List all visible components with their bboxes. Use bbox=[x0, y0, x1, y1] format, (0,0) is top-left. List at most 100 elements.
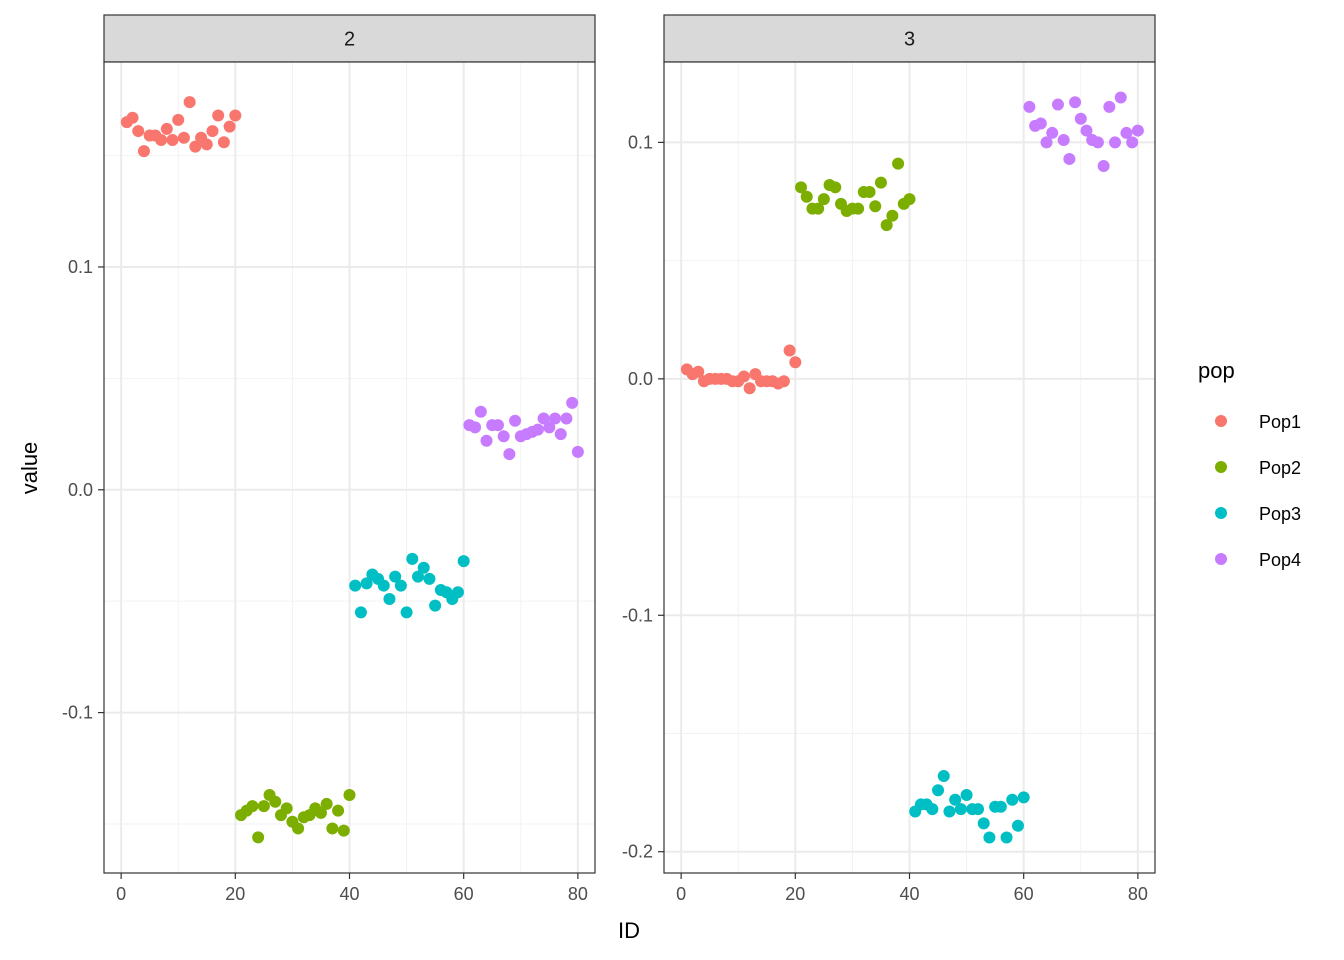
data-point bbox=[332, 804, 345, 817]
data-point bbox=[1006, 793, 1019, 806]
data-point bbox=[360, 577, 373, 590]
data-point bbox=[132, 125, 145, 138]
legend-entry-pop1: Pop1 bbox=[1215, 412, 1301, 432]
x-tick-label: 60 bbox=[1014, 884, 1034, 904]
data-point bbox=[474, 405, 487, 418]
data-point bbox=[189, 140, 202, 153]
data-point bbox=[314, 806, 327, 819]
data-point bbox=[869, 200, 882, 213]
x-tick-label: 40 bbox=[899, 884, 919, 904]
data-point bbox=[800, 190, 813, 203]
legend-label: Pop2 bbox=[1259, 458, 1301, 478]
data-point bbox=[852, 202, 865, 215]
y-tick-label: 0.0 bbox=[628, 369, 653, 389]
data-point bbox=[126, 111, 139, 124]
data-point bbox=[252, 831, 265, 844]
data-point bbox=[549, 412, 562, 425]
data-point bbox=[566, 396, 579, 409]
series-pop2 bbox=[795, 157, 916, 232]
data-point bbox=[1051, 98, 1064, 111]
data-point bbox=[423, 572, 436, 585]
data-point bbox=[343, 789, 356, 802]
x-tick-label: 0 bbox=[116, 884, 126, 904]
data-point bbox=[926, 803, 939, 816]
data-point bbox=[903, 193, 916, 206]
x-tick-label: 80 bbox=[1128, 884, 1148, 904]
data-point bbox=[537, 412, 550, 425]
data-point bbox=[160, 122, 173, 135]
y-axis-title: value bbox=[17, 442, 42, 495]
data-point bbox=[1011, 819, 1024, 832]
y-tick-label: -0.2 bbox=[622, 842, 653, 862]
data-point bbox=[880, 219, 893, 232]
data-point bbox=[400, 606, 413, 619]
data-point bbox=[886, 209, 899, 222]
data-point bbox=[172, 113, 185, 126]
data-point bbox=[491, 419, 504, 432]
data-point bbox=[737, 370, 750, 383]
data-point bbox=[1131, 124, 1144, 137]
data-point bbox=[229, 109, 242, 122]
data-point bbox=[166, 133, 179, 146]
data-point bbox=[783, 344, 796, 357]
facet-panel-3: 3 0 20 40 60 80 -0.2 -0.1 0.0 0.1 bbox=[622, 14, 1156, 904]
data-point bbox=[451, 586, 464, 599]
data-point bbox=[469, 421, 482, 434]
y-tick-label: 0.1 bbox=[628, 132, 653, 152]
data-point bbox=[212, 109, 225, 122]
data-point bbox=[155, 133, 168, 146]
data-point bbox=[292, 822, 305, 835]
y-tick-label: 0.1 bbox=[68, 257, 93, 277]
legend-key bbox=[1215, 507, 1227, 519]
legend: pop Pop1 Pop2 Pop3 Pop4 bbox=[1198, 358, 1301, 570]
data-point bbox=[543, 421, 556, 434]
data-point bbox=[777, 375, 790, 388]
y-tick-label: -0.1 bbox=[62, 703, 93, 723]
data-point bbox=[394, 579, 407, 592]
data-point bbox=[1120, 126, 1133, 139]
data-point bbox=[1034, 117, 1047, 130]
data-point bbox=[554, 428, 567, 441]
data-point bbox=[217, 136, 230, 149]
facet-strip-label: 3 bbox=[904, 29, 915, 51]
data-point bbox=[280, 802, 293, 815]
data-point bbox=[412, 570, 425, 583]
data-point bbox=[206, 125, 219, 138]
data-point bbox=[137, 145, 150, 158]
data-point bbox=[743, 382, 756, 395]
data-point bbox=[977, 817, 990, 830]
data-point bbox=[1000, 831, 1013, 844]
data-point bbox=[571, 445, 584, 458]
data-point bbox=[1109, 136, 1122, 149]
legend-key bbox=[1215, 415, 1227, 427]
data-point bbox=[1114, 91, 1127, 104]
data-point bbox=[383, 592, 396, 605]
data-point bbox=[949, 793, 962, 806]
data-point bbox=[406, 552, 419, 565]
series-pop1 bbox=[680, 344, 802, 395]
data-point bbox=[480, 434, 493, 447]
facet-panels: 20 20 40 60 80-0.10.00.130 20 40 60 80-0.2-0.10.… bbox=[62, 14, 1156, 904]
data-point bbox=[183, 96, 196, 109]
series-pop3 bbox=[349, 552, 470, 619]
data-point bbox=[389, 570, 402, 583]
facet-panel-2: 20 20 40 60 80-0.10.00.1 bbox=[62, 14, 596, 904]
data-point bbox=[892, 157, 905, 170]
data-point bbox=[994, 800, 1007, 813]
data-point bbox=[531, 423, 544, 436]
data-point bbox=[1023, 100, 1036, 113]
data-point bbox=[354, 606, 367, 619]
data-point bbox=[417, 561, 430, 574]
data-point bbox=[177, 131, 190, 144]
data-point bbox=[269, 795, 282, 808]
legend-key bbox=[1215, 553, 1227, 565]
x-tick-label: 20 bbox=[785, 884, 805, 904]
legend-entry-pop4: Pop4 bbox=[1215, 550, 1301, 570]
data-point bbox=[1126, 136, 1139, 149]
data-point bbox=[223, 120, 236, 133]
facet-strip-label: 2 bbox=[344, 29, 355, 51]
data-point bbox=[943, 805, 956, 818]
data-point bbox=[863, 186, 876, 199]
data-point bbox=[960, 788, 973, 801]
